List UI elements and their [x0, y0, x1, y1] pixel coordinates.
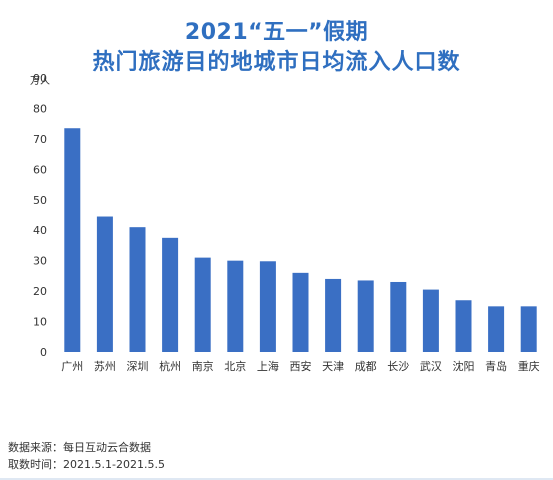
- bar-深圳: [129, 227, 146, 352]
- bar-苏州: [96, 216, 113, 352]
- bottom-divider: [0, 478, 553, 480]
- x-tick-label: 沈阳: [453, 359, 475, 373]
- x-axis: 广州 苏州 深圳 杭州 南京 北京 上海 西安 天津 成都 长沙 武汉 沈阳 青岛 重庆: [61, 359, 539, 373]
- x-tick-label: 武汉: [420, 360, 442, 373]
- y-axis: 0 10 20 30 40 50 60 70 80 90: [33, 72, 47, 359]
- x-tick-label: 南京: [192, 359, 214, 373]
- x-tick-label: 北京: [224, 359, 246, 373]
- x-tick-label: 杭州: [159, 359, 181, 373]
- bar-成都: [357, 280, 374, 352]
- x-tick-label: 青岛: [485, 359, 507, 373]
- x-tick-label: 成都: [355, 360, 377, 373]
- y-tick-label: 40: [33, 224, 47, 237]
- chart-title-line1: 2021“五一”假期: [184, 20, 369, 45]
- y-tick-label: 10: [33, 316, 47, 329]
- y-tick-label: 50: [33, 194, 47, 207]
- x-tick-label: 西安: [290, 359, 312, 373]
- bar-杭州: [162, 237, 179, 352]
- bar-西安: [292, 272, 309, 352]
- bar-天津: [325, 278, 342, 352]
- bar-北京: [227, 260, 244, 352]
- x-tick-label: 天津: [322, 360, 344, 373]
- chart-title-line2: 热门旅游目的地城市日均流入人口数: [92, 50, 461, 75]
- y-tick-label: 70: [33, 133, 47, 146]
- y-tick-label: 0: [40, 346, 47, 359]
- y-tick-label: 80: [33, 102, 47, 115]
- y-tick-label: 60: [33, 163, 47, 176]
- bar-广州: [64, 128, 81, 352]
- bar-沈阳: [455, 300, 472, 352]
- y-tick-label: 20: [33, 285, 47, 298]
- data-period-note: 取数时间：2021.5.1-2021.5.5: [8, 458, 165, 471]
- bar-青岛: [488, 306, 505, 352]
- bar-武汉: [422, 289, 439, 352]
- data-source-note: 数据来源：每日互动云合数据: [8, 441, 151, 454]
- x-tick-label: 广州: [61, 360, 83, 373]
- y-tick-label: 30: [33, 255, 47, 268]
- x-tick-label: 苏州: [94, 360, 116, 373]
- x-tick-label: 深圳: [127, 360, 149, 373]
- y-tick-label: 90: [33, 72, 47, 85]
- x-tick-label: 长沙: [387, 360, 409, 373]
- bar-上海: [259, 261, 276, 352]
- bar-长沙: [390, 281, 407, 352]
- x-tick-label: 上海: [257, 359, 279, 373]
- y-axis-unit-label: 万人: [30, 76, 50, 87]
- bars: [64, 128, 537, 352]
- bar-重庆: [520, 306, 537, 352]
- bar-南京: [194, 257, 211, 352]
- x-tick-label: 重庆: [518, 359, 540, 373]
